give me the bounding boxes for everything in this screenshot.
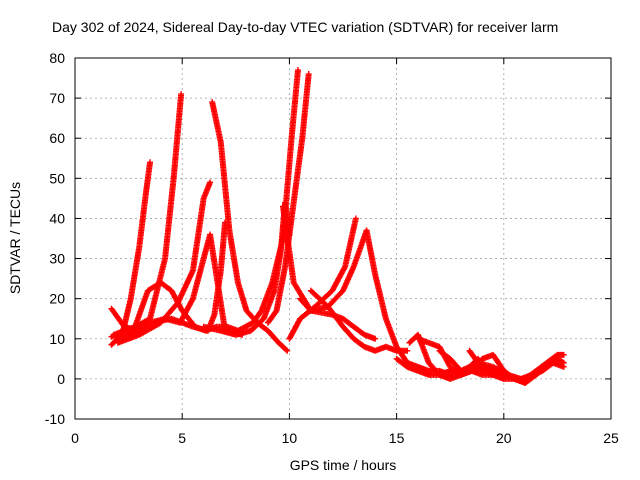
y-tick-label: 10 bbox=[49, 331, 65, 347]
chart-title: Day 302 of 2024, Sidereal Day-to-day VTE… bbox=[52, 19, 558, 35]
x-tick-label: 15 bbox=[389, 430, 405, 446]
x-tick-label: 10 bbox=[282, 430, 298, 446]
data-marks bbox=[108, 67, 567, 386]
y-tick-label: 30 bbox=[49, 251, 65, 267]
data-point bbox=[272, 308, 279, 315]
data-point bbox=[560, 351, 567, 358]
y-tick-label: 20 bbox=[49, 291, 65, 307]
x-tick-label: 5 bbox=[178, 430, 186, 446]
data-point bbox=[147, 159, 154, 166]
axes: 0 5 10 15 20 25 -10 0 10 20 30 40 50 60 70 80 bbox=[45, 50, 619, 446]
series-track-18 bbox=[436, 347, 507, 382]
y-tick-label: -10 bbox=[45, 411, 65, 427]
x-axis-title: GPS time / hours bbox=[290, 457, 397, 473]
series-track-19 bbox=[466, 347, 567, 382]
y-tick-label: 70 bbox=[49, 90, 65, 106]
x-tick-label: 25 bbox=[603, 430, 619, 446]
y-tick-label: 0 bbox=[57, 371, 65, 387]
y-axis-title: SDTVAR / TECUs bbox=[7, 182, 23, 294]
data-point bbox=[560, 363, 567, 370]
grid bbox=[75, 58, 611, 419]
series-track-9 bbox=[264, 71, 312, 326]
series-track-11 bbox=[286, 215, 359, 342]
data-point bbox=[207, 179, 214, 186]
data-point bbox=[404, 347, 411, 354]
data-point bbox=[372, 335, 379, 342]
y-tick-label: 80 bbox=[49, 50, 65, 66]
data-point bbox=[294, 67, 301, 74]
series-track-12 bbox=[297, 227, 370, 314]
data-point bbox=[352, 215, 359, 222]
y-tick-label: 60 bbox=[49, 130, 65, 146]
series-track-10 bbox=[279, 203, 379, 342]
data-point bbox=[500, 375, 507, 382]
series-track-7 bbox=[209, 99, 291, 354]
data-point bbox=[283, 346, 290, 353]
y-tick-label: 40 bbox=[49, 210, 65, 226]
plot-frame bbox=[74, 57, 612, 420]
series-track-2 bbox=[108, 159, 154, 348]
y-tick-label: 50 bbox=[49, 170, 65, 186]
x-tick-label: 0 bbox=[71, 430, 79, 446]
data-point bbox=[284, 347, 291, 354]
data-point bbox=[522, 379, 529, 386]
data-point bbox=[305, 71, 312, 78]
series-track-6 bbox=[119, 219, 229, 342]
x-tick-label: 20 bbox=[496, 430, 512, 446]
data-point bbox=[178, 91, 185, 98]
